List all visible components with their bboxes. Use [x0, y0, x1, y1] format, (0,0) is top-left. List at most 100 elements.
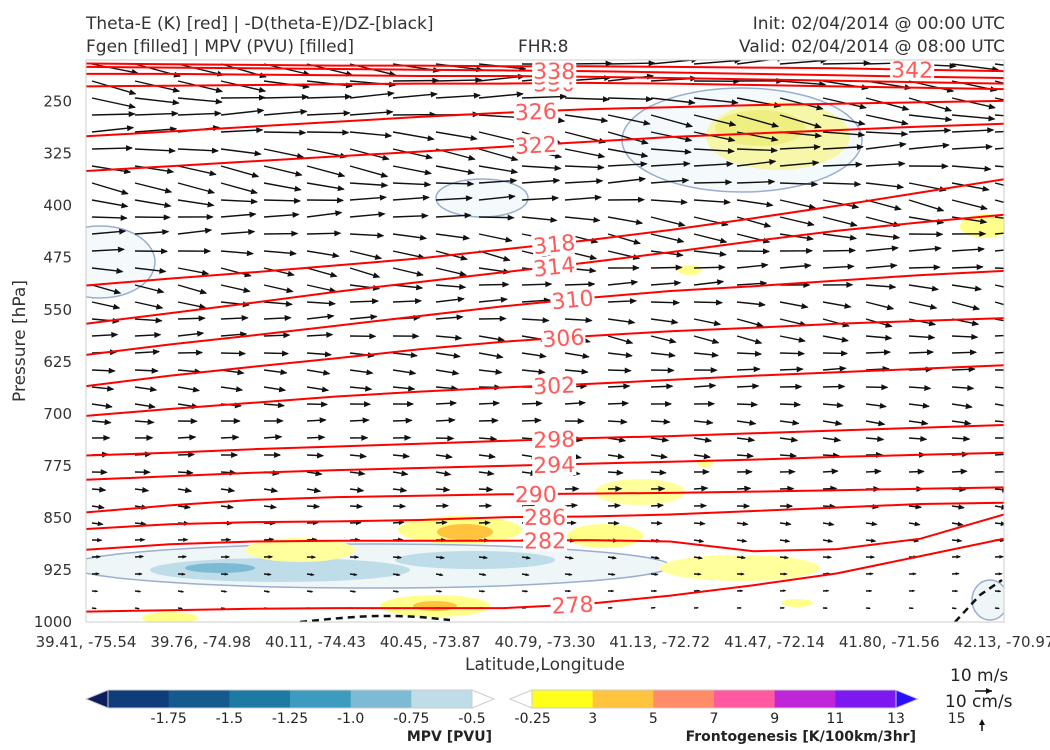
- wind-arrow: [822, 114, 865, 125]
- wind-arrowhead: [665, 400, 673, 407]
- wind-arrowhead: [885, 334, 893, 341]
- colorbar-extend-left: [508, 689, 533, 709]
- wind-arrowhead: [682, 177, 690, 184]
- wind-arrowhead: [156, 287, 165, 294]
- wind-arrowhead: [680, 199, 688, 206]
- wind-arrowhead: [589, 267, 597, 274]
- wind-arrowhead: [638, 176, 647, 183]
- wind-arrowhead: [442, 503, 450, 509]
- wind-arrow: [478, 165, 518, 174]
- wind-arrowhead: [95, 572, 100, 576]
- wind-arrowhead: [172, 99, 180, 106]
- wind-arrowhead: [487, 470, 495, 477]
- wind-arrowhead: [761, 262, 769, 269]
- wind-arrowhead: [354, 555, 360, 559]
- y-tick-label: 325: [43, 145, 72, 163]
- colorbar-tick-label: 15: [948, 711, 966, 727]
- wind-arrowhead: [206, 213, 214, 220]
- wind-arrowhead: [660, 453, 668, 460]
- wind-arrowhead: [161, 248, 169, 255]
- wind-arrow: [994, 488, 1004, 491]
- wind-arrowhead: [128, 89, 137, 96]
- wind-arrowhead: [617, 453, 625, 460]
- wind-arrowhead: [625, 338, 634, 345]
- wind-arrowhead: [356, 486, 365, 493]
- wind-arrowhead: [281, 350, 290, 357]
- wind-arrowhead: [460, 254, 468, 261]
- wind-arrowhead: [795, 383, 803, 390]
- wind-arrowhead: [877, 420, 886, 427]
- wind-arrowhead: [190, 418, 198, 425]
- y-tick-label: 475: [43, 249, 72, 267]
- wind-arrow: [521, 179, 560, 184]
- wind-arrowhead: [440, 555, 446, 560]
- wind-arrowhead: [1023, 205, 1031, 211]
- wind-arrowhead: [700, 503, 708, 509]
- wind-arrowhead: [318, 434, 326, 441]
- contour-label-bg: [540, 325, 587, 351]
- wind-arrow: [994, 147, 1004, 150]
- x-tick-label: 40.79, -73.30: [495, 633, 596, 651]
- wind-arrow: [650, 148, 691, 153]
- wind-arrowhead: [931, 285, 940, 292]
- wind-arrowhead: [387, 90, 395, 97]
- wind-arrowhead: [669, 337, 677, 344]
- wind-arrowhead: [790, 436, 799, 443]
- wind-arrowhead: [539, 352, 547, 359]
- colorbar-segment: [714, 690, 776, 708]
- wind-arrowhead: [596, 178, 604, 185]
- wind-arrowhead: [745, 468, 753, 475]
- wind-arrowhead: [933, 264, 941, 271]
- wind-arrowhead: [898, 160, 906, 167]
- y-tick-label: 925: [43, 561, 72, 579]
- wind-arrowhead: [449, 400, 458, 407]
- x-tick-label: 41.13, -72.72: [609, 633, 710, 651]
- wind-arrowhead: [199, 288, 208, 295]
- wind-arrowhead: [610, 589, 615, 593]
- wind-arrowhead: [209, 170, 217, 177]
- wind-arrowhead: [841, 336, 849, 343]
- wind-arrowhead: [718, 264, 726, 271]
- wind-arrowhead: [719, 237, 728, 244]
- wind-arrowhead: [223, 590, 228, 593]
- dashed-lapse-contour: [954, 578, 1003, 622]
- wind-arrowhead: [141, 486, 150, 493]
- theta-e-contour-label: 338: [533, 60, 575, 85]
- wind-arrowhead: [358, 470, 366, 477]
- contour-label-bg: [531, 252, 578, 280]
- contour-label-bg: [531, 453, 577, 477]
- wind-arrowhead: [578, 400, 587, 407]
- wind-arrowhead: [685, 121, 694, 128]
- wind-arrowhead: [1029, 143, 1036, 149]
- wind-arrowhead: [960, 468, 968, 475]
- wind-arrowhead: [974, 285, 983, 292]
- wind-arrow: [134, 97, 179, 104]
- wind-arrowhead: [508, 193, 516, 200]
- wind-arrowhead: [315, 470, 323, 477]
- wind-arrowhead: [912, 572, 917, 576]
- colorbar-segment: [774, 690, 836, 708]
- wind-arrowhead: [1031, 115, 1038, 121]
- wind-arrowhead: [505, 236, 513, 243]
- wind-arrowhead: [407, 401, 415, 408]
- wind-arrow: [220, 182, 258, 194]
- wind-arrow: [177, 148, 219, 152]
- wind-arrowhead: [868, 607, 872, 610]
- wind-arrowhead: [999, 554, 1004, 559]
- wind-arrowhead: [99, 486, 107, 493]
- wind-arrowhead: [725, 179, 733, 186]
- mpv-area: [185, 563, 255, 573]
- wind-arrow: [521, 197, 559, 201]
- wind-arrowhead: [147, 418, 155, 425]
- wind-arrowhead: [739, 589, 744, 593]
- colorbar-tick-label: -0.5: [458, 711, 485, 727]
- wind-arrowhead: [499, 315, 507, 322]
- wind-arrowhead: [1001, 504, 1004, 510]
- wind-arrowhead: [891, 245, 899, 252]
- wind-arrowhead: [535, 400, 544, 407]
- y-tick-label: 400: [43, 197, 72, 215]
- wind-arrow: [392, 196, 429, 201]
- wind-arrowhead: [710, 367, 718, 374]
- wind-arrowhead: [399, 486, 408, 493]
- wind-arrowhead: [713, 320, 722, 327]
